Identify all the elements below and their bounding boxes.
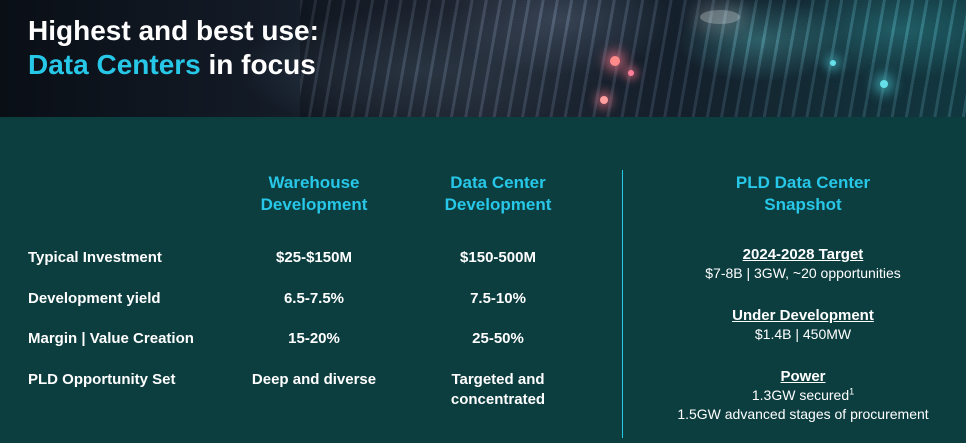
page-title: Highest and best use: Data Centers in fo… bbox=[28, 14, 319, 82]
cell-datacenter: Targeted and concentrated bbox=[418, 370, 578, 410]
rack-light bbox=[628, 70, 634, 76]
cell-text: 25-50% bbox=[472, 330, 524, 347]
cell-text: concentrated bbox=[450, 391, 546, 408]
snapshot-title-line: PLD Data Center bbox=[735, 173, 871, 192]
row-label: Typical Investment bbox=[28, 249, 162, 266]
vertical-divider bbox=[622, 170, 623, 438]
cell-datacenter: $150-500M bbox=[418, 248, 578, 268]
rack-light bbox=[830, 60, 836, 66]
cell-text: $25-$150M bbox=[276, 249, 352, 266]
cell-datacenter: 25-50% bbox=[418, 329, 578, 349]
snapshot-under-development-line: $1.4B | 450MW bbox=[754, 326, 852, 342]
snapshot-power-head: Power bbox=[780, 368, 826, 385]
header-photo-band bbox=[0, 0, 966, 117]
column-header-line: Development bbox=[444, 195, 552, 214]
rack-light bbox=[600, 96, 608, 104]
rack-light bbox=[700, 10, 740, 24]
snapshot-target: 2024-2028 Target $7-8B | 3GW, ~20 opport… bbox=[640, 245, 966, 283]
cell-text: 6.5-7.5% bbox=[283, 290, 345, 307]
column-header-line: Warehouse bbox=[268, 173, 360, 192]
footnote-marker: 1 bbox=[849, 386, 855, 397]
cell-warehouse: 15-20% bbox=[234, 329, 394, 349]
title-accent: Data Centers bbox=[28, 49, 201, 80]
title-rest: in focus bbox=[200, 49, 316, 80]
snapshot-target-head: 2024-2028 Target bbox=[742, 246, 864, 263]
power-secured-text: 1.3GW secured bbox=[751, 387, 850, 403]
column-header-line: Development bbox=[260, 195, 368, 214]
row-label: Margin | Value Creation bbox=[28, 330, 194, 347]
column-header-datacenter: Data Center Development bbox=[418, 172, 578, 216]
cell-text: 7.5-10% bbox=[470, 290, 526, 307]
row-label: PLD Opportunity Set bbox=[28, 371, 176, 388]
rack-light bbox=[880, 80, 888, 88]
cell-warehouse: Deep and diverse bbox=[224, 370, 404, 390]
server-rack-image bbox=[300, 0, 966, 117]
snapshot-title-line: Snapshot bbox=[764, 195, 842, 214]
snapshot-power: Power 1.3GW secured1 1.5GW advanced stag… bbox=[640, 367, 966, 424]
cell-datacenter: 7.5-10% bbox=[418, 289, 578, 309]
column-header-line: Data Center bbox=[450, 173, 546, 192]
title-line-1: Highest and best use: bbox=[28, 15, 319, 46]
cell-text: 15-20% bbox=[288, 330, 340, 347]
snapshot-power-line-2: 1.5GW advanced stages of procurement bbox=[677, 406, 929, 422]
snapshot-title: PLD Data Center Snapshot bbox=[640, 172, 966, 216]
snapshot-target-line: $7-8B | 3GW, ~20 opportunities bbox=[705, 265, 901, 281]
cell-text: $150-500M bbox=[460, 249, 536, 266]
snapshot-under-development-head: Under Development bbox=[732, 307, 874, 324]
cell-warehouse: 6.5-7.5% bbox=[234, 289, 394, 309]
column-header-warehouse: Warehouse Development bbox=[234, 172, 394, 216]
cell-text: Deep and diverse bbox=[251, 371, 377, 388]
cell-warehouse: $25-$150M bbox=[234, 248, 394, 268]
row-label: Development yield bbox=[28, 290, 161, 307]
snapshot-under-development: Under Development $1.4B | 450MW bbox=[640, 306, 966, 344]
snapshot-power-line-1: 1.3GW secured1 bbox=[640, 386, 966, 405]
rack-light bbox=[610, 56, 620, 66]
title-line-2: Data Centers in focus bbox=[28, 48, 319, 82]
cell-text: Targeted and bbox=[451, 371, 545, 388]
